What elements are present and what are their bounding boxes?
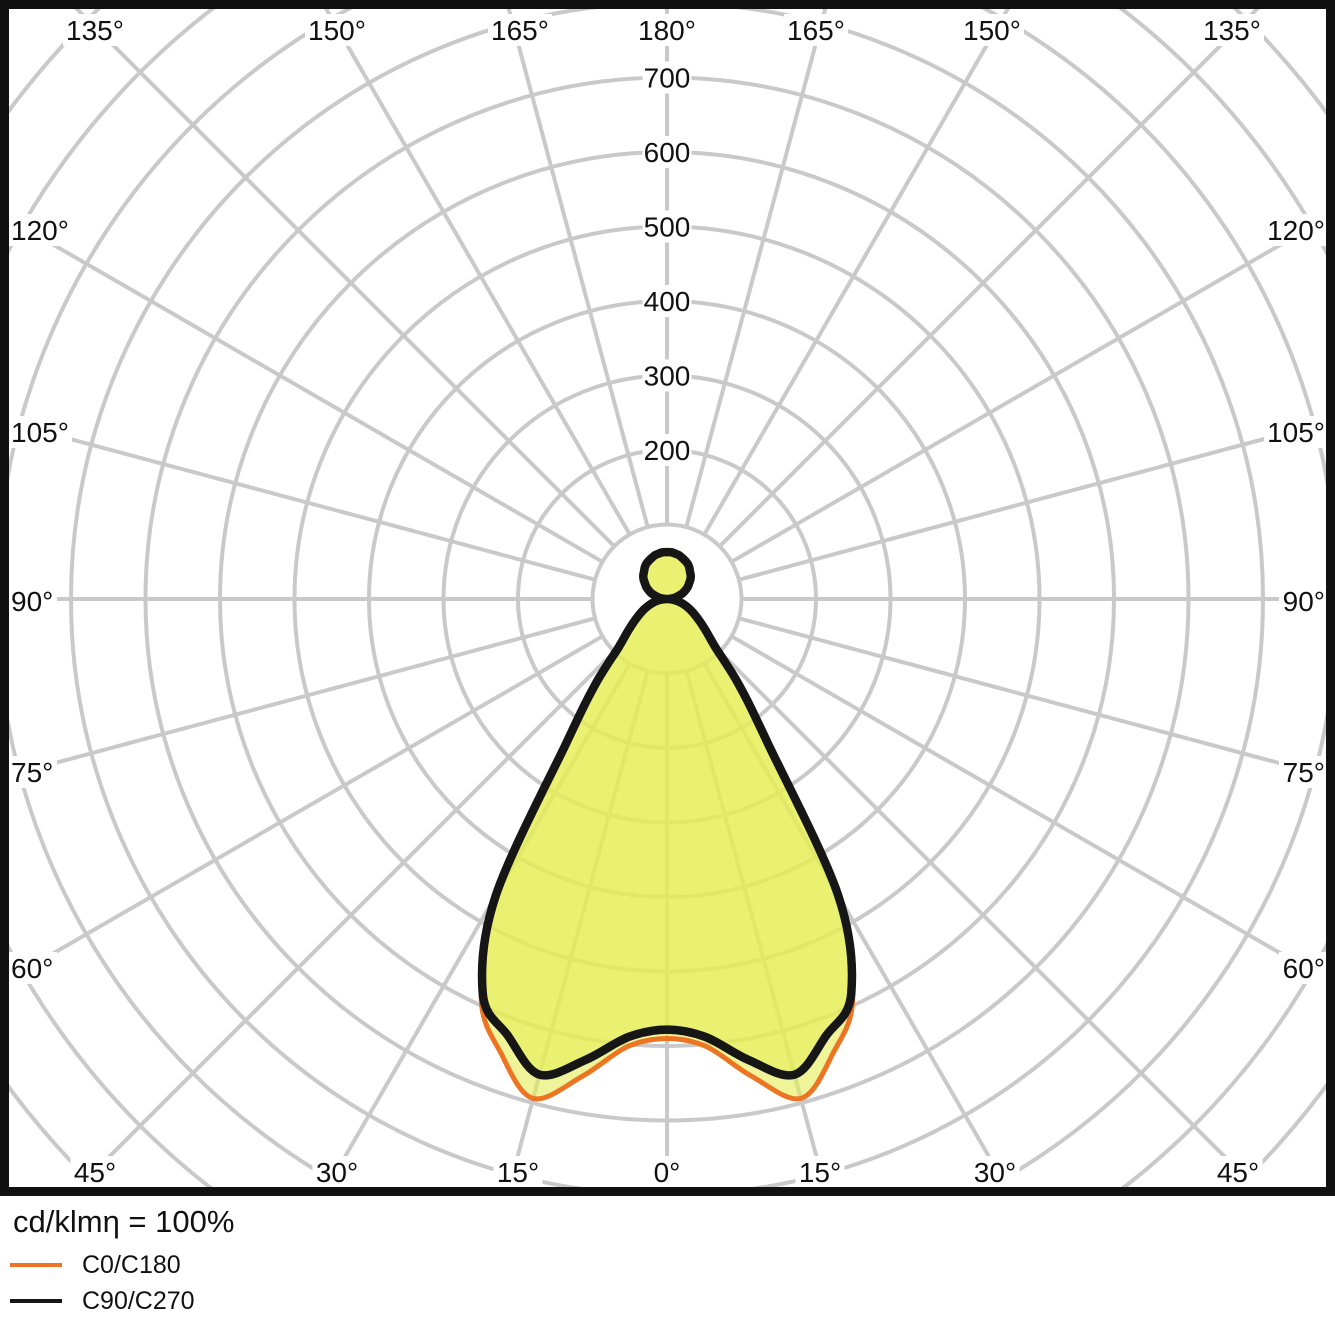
axis-tick-label: 500 [644, 212, 691, 243]
axis-tick-label: 60° [1283, 953, 1325, 984]
legend-item-c90-c270: C90/C270 [10, 1286, 195, 1316]
label-mask [1264, 416, 1328, 448]
label-mask [642, 61, 692, 94]
axis-tick-label: 30° [974, 1157, 1016, 1188]
c90-c270-curve [477, 547, 857, 1080]
grid-spoke [0, 418, 596, 582]
grid-spoke [318, 0, 632, 536]
c0-c180-line-sample [10, 1263, 62, 1267]
axis-tick-label: 200 [644, 435, 691, 466]
axis-tick-label: 105° [11, 417, 69, 448]
label-mask [1200, 14, 1264, 46]
axis-tick-label: 60° [11, 953, 53, 984]
c0-c180-label: C0/C180 [82, 1250, 181, 1279]
grid-spoke [0, 634, 604, 987]
legend-item-c0-c180: C0/C180 [10, 1250, 181, 1280]
label-mask [642, 136, 692, 168]
grid-spoke [0, 211, 604, 564]
axis-tick-label: 120° [11, 215, 69, 246]
grid-spoke [730, 634, 1335, 988]
label-mask [1264, 214, 1328, 246]
legend-units-label: cd/klmη = 100% [13, 1204, 235, 1239]
axis-tick-label: 135° [1203, 15, 1261, 46]
label-mask [70, 1156, 120, 1188]
axis-tick-label: 135° [66, 15, 124, 46]
grid-spoke [702, 0, 1016, 536]
label-mask [650, 1156, 684, 1188]
axis-tick-label: 90° [11, 586, 53, 617]
c90-c270-label: C90/C270 [82, 1286, 195, 1315]
label-mask [1213, 1156, 1263, 1188]
axis-tick-label: 15° [799, 1157, 841, 1188]
axis-tick-label: 15° [497, 1157, 539, 1188]
axis-tick-label: 75° [1283, 757, 1325, 788]
label-mask [8, 416, 72, 448]
label-mask [642, 210, 692, 243]
label-mask [635, 14, 699, 46]
label-mask [642, 285, 692, 317]
label-mask [642, 359, 692, 392]
c90-c270-line-sample [10, 1299, 62, 1303]
label-mask [1279, 952, 1328, 984]
axis-tick-label: 300 [644, 361, 691, 392]
axis-tick-label: 75° [11, 757, 53, 788]
axis-tick-label: 165° [787, 15, 845, 46]
plot-border [0, 0, 1335, 1196]
legend: cd/klmη = 100% C0/C180 C90/C270 [0, 1196, 1335, 1335]
label-mask [1279, 756, 1328, 788]
label-mask [488, 14, 552, 46]
label-mask [642, 434, 692, 466]
label-mask [8, 952, 57, 984]
label-mask [493, 1156, 543, 1188]
label-mask [970, 1156, 1020, 1188]
label-mask [63, 14, 127, 46]
label-mask [305, 14, 369, 46]
axis-tick-label: 165° [491, 15, 549, 46]
grid-spoke [684, 0, 830, 528]
label-mask [784, 14, 848, 46]
axis-tick-label: 90° [1283, 586, 1325, 617]
axis-tick-label: 180° [638, 15, 696, 46]
grid-spoke [730, 211, 1335, 564]
label-mask [8, 585, 57, 617]
label-mask [8, 214, 72, 246]
grid-spoke [738, 417, 1335, 582]
axis-tick-label: 45° [74, 1157, 116, 1188]
axis-tick-label: 45° [1217, 1157, 1259, 1188]
grid-spoke [0, 616, 596, 780]
axis-labels: 200 300 400 500 600 700 135° 150° 165° 180° 165° 15… [8, 14, 1328, 1188]
axis-tick-label: 105° [1267, 417, 1325, 448]
axis-tick-label: 400 [644, 286, 691, 317]
axis-tick-label: 700 [644, 63, 691, 94]
axis-tick-label: 120° [1267, 215, 1325, 246]
axis-tick-label: 30° [316, 1157, 358, 1188]
axis-tick-label: 150° [963, 15, 1021, 46]
label-mask [1279, 585, 1328, 617]
label-mask [960, 14, 1024, 46]
axis-tick-label: 600 [644, 137, 691, 168]
label-mask [795, 1156, 845, 1188]
grid-spoke [738, 616, 1335, 781]
grid-spoke [504, 0, 650, 528]
label-mask [8, 756, 57, 788]
c90-c270-fill [482, 552, 852, 1076]
label-mask [312, 1156, 362, 1188]
axis-tick-label: 0° [654, 1157, 681, 1188]
axis-tick-label: 150° [308, 15, 366, 46]
